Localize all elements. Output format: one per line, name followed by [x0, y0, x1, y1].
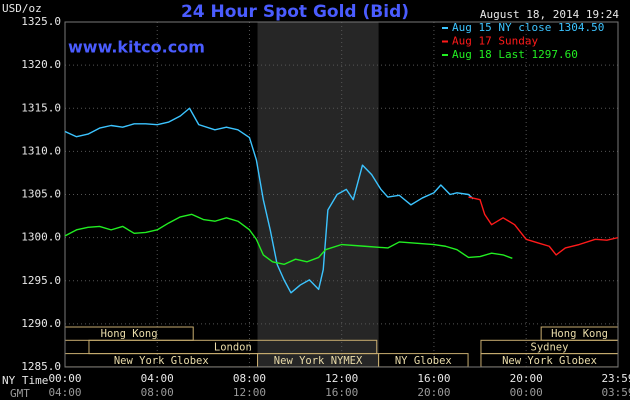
x-tick-label: 12:00 — [325, 372, 358, 385]
session-highlight — [257, 22, 379, 367]
series-line — [64, 107, 474, 294]
legend-label: Aug 18 Last 1297.60 — [452, 48, 578, 61]
x-tick-label: 20:00 — [510, 372, 543, 385]
y-tick-label: 1305.0 — [21, 188, 61, 201]
x2-tick-label: 04:00 — [48, 386, 81, 399]
series-line — [468, 196, 619, 256]
y-tick-label: 1310.0 — [21, 144, 61, 157]
session-label: London — [214, 341, 252, 353]
x-axis-label: NY Time — [2, 374, 48, 387]
x2-tick-label: 12:00 — [233, 386, 266, 399]
x2-tick-label: 16:00 — [325, 386, 358, 399]
y-tick-label: 1295.0 — [21, 274, 61, 287]
x-tick-label: 04:00 — [141, 372, 174, 385]
y-tick-label: 1320.0 — [21, 58, 61, 71]
background-layer — [64, 21, 619, 368]
y-tick-label: 1285.0 — [21, 360, 61, 373]
x2-tick-label: 20:00 — [417, 386, 450, 399]
session-label: NY Globex — [395, 355, 452, 367]
y-tick-label: 1315.0 — [21, 101, 61, 114]
y-tick-label: 1300.0 — [21, 231, 61, 244]
y-tick-label: 1325.0 — [21, 15, 61, 28]
legend-label: Aug 15 NY close 1304.50 — [452, 21, 604, 34]
plot-frame — [64, 21, 619, 368]
x-tick-label: 08:00 — [233, 372, 266, 385]
watermark: www.kitco.com — [68, 38, 205, 57]
x-tick-label: 23:59 — [601, 372, 630, 385]
x2-tick-label: 03:59 — [601, 386, 630, 399]
x2-tick-label: 08:00 — [141, 386, 174, 399]
session-label: Sydney — [531, 341, 569, 353]
session-label: New York NYMEX — [274, 355, 363, 367]
session-label: Hong Kong — [101, 328, 158, 340]
session-label: Hong Kong — [551, 328, 608, 340]
x-tick-label: 00:00 — [48, 372, 81, 385]
x2-tick-label: 00:00 — [510, 386, 543, 399]
y-axis-label: USD/oz — [2, 2, 42, 15]
session-label: New York Globex — [114, 355, 209, 367]
legend-label: Aug 17 Sunday — [452, 35, 538, 48]
timestamp: August 18, 2014 19:24 — [480, 8, 619, 21]
x2-axis-label: GMT — [10, 387, 30, 400]
chart-title: 24 Hour Spot Gold (Bid) — [181, 2, 409, 22]
y-tick-label: 1290.0 — [21, 317, 61, 330]
session-label: New York Globex — [502, 355, 597, 367]
series-line — [64, 213, 513, 266]
x-tick-label: 16:00 — [417, 372, 450, 385]
